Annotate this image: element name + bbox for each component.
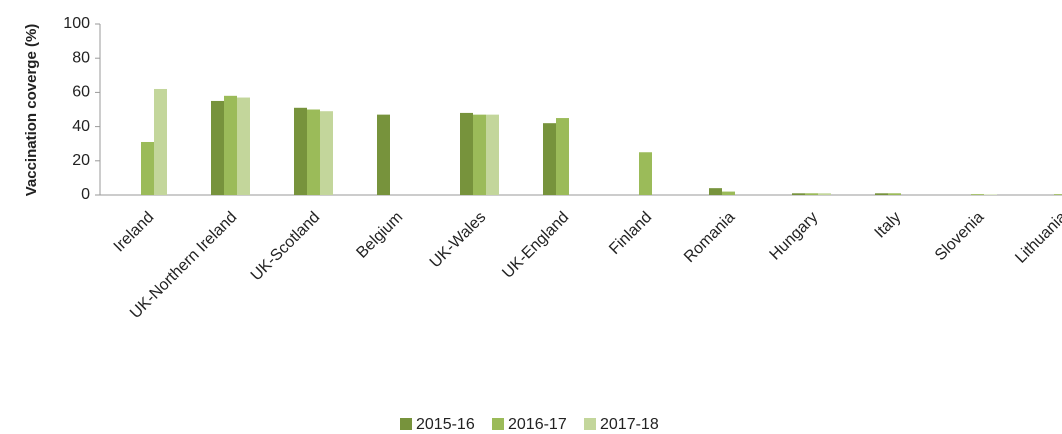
bar: [556, 118, 569, 195]
bar: [709, 188, 722, 195]
y-tick-label: 80: [72, 49, 90, 66]
x-tick-label: Slovenia: [932, 209, 988, 265]
y-tick-label: 100: [63, 15, 90, 32]
bar: [805, 193, 818, 195]
bar: [984, 194, 997, 195]
bar: [307, 109, 320, 195]
legend-swatch: [584, 418, 596, 430]
x-tick-label: Hungary: [767, 209, 822, 264]
y-tick-label: 60: [72, 84, 90, 101]
legend-label: 2015-16: [416, 416, 475, 433]
x-tick-label: Lithuania: [1012, 209, 1062, 267]
x-tick-label: Belgium: [353, 209, 406, 262]
bar: [818, 193, 831, 195]
bar: [224, 95, 237, 195]
x-tick-label: Italy: [872, 209, 905, 242]
y-tick-label: 0: [81, 186, 90, 203]
bar: [320, 111, 333, 195]
bar: [722, 191, 735, 195]
x-tick-label: Romania: [681, 209, 738, 266]
x-tick-label: UK-Wales: [427, 209, 490, 272]
bar: [486, 114, 499, 195]
y-tick-label: 40: [72, 118, 90, 135]
legend-swatch: [492, 418, 504, 430]
legend-label: 2017-18: [600, 416, 659, 433]
bar: [141, 141, 154, 195]
bar: [237, 97, 250, 195]
x-tick-label: Ireland: [111, 209, 158, 256]
bar: [473, 114, 486, 195]
bar: [639, 152, 652, 195]
y-axis-title: Vaccination coverge (%): [23, 24, 40, 197]
legend-swatch: [400, 418, 412, 430]
bar: [1054, 194, 1062, 195]
bar: [211, 100, 224, 195]
bar: [154, 88, 167, 195]
bar: [888, 193, 901, 195]
bar: [792, 193, 805, 195]
x-tick-label: UK-Scotland: [248, 209, 324, 285]
legend-label: 2016-17: [508, 416, 567, 433]
bar: [971, 194, 984, 195]
bar: [460, 112, 473, 195]
bar: [377, 114, 390, 195]
bar: [543, 123, 556, 195]
x-tick-label: Finland: [606, 209, 655, 258]
x-tick-label: UK-England: [499, 209, 572, 282]
y-tick-label: 20: [72, 152, 90, 169]
bar: [875, 193, 888, 195]
bar: [294, 107, 307, 195]
